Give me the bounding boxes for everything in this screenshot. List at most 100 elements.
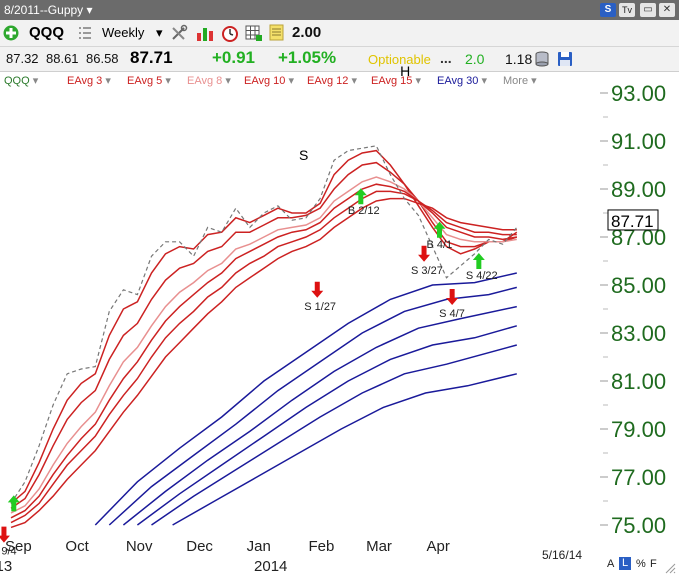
legend-label: More [503, 75, 529, 87]
legend-label: EAvg 10 [244, 75, 286, 87]
short-ema-line [10, 183, 517, 519]
last-price-tag: 87.71 [611, 212, 654, 231]
legend-label: EAvg 3 [67, 75, 103, 87]
bar-chart-icon[interactable] [196, 24, 214, 42]
resize-grip-icon[interactable] [664, 562, 676, 574]
up-arrow-icon [7, 495, 20, 512]
down-arrow-icon [311, 281, 324, 298]
close-button[interactable]: ✕ [659, 3, 675, 17]
tools-icon[interactable] [170, 24, 188, 42]
restore-button[interactable]: ▭ [640, 3, 656, 17]
legend-label: EAvg 8 [187, 75, 223, 87]
dropdown-icon[interactable]: ▾ [165, 75, 171, 87]
period-select[interactable]: Weekly ▾ [102, 25, 163, 41]
chart-annotation: H [400, 63, 410, 79]
price-change-pct: +1.05% [278, 48, 337, 67]
short-ema-line [10, 176, 517, 514]
more-dots[interactable]: ... [440, 50, 452, 66]
x-year-label: 2014 [254, 558, 287, 575]
tv-button[interactable]: Tv [619, 3, 635, 17]
dropdown-icon[interactable]: ▾ [32, 75, 39, 87]
legend-item-more[interactable]: More ▾ [503, 74, 537, 87]
signal-label: B 2/12 [348, 205, 380, 217]
axis-a-button[interactable]: A [607, 558, 615, 570]
symbol-label[interactable]: QQQ [29, 24, 65, 41]
long-ema-line [108, 286, 517, 526]
note-icon[interactable] [269, 24, 285, 42]
title-dropdown-icon[interactable]: ▾ [86, 3, 93, 17]
sell-signal-arrow[interactable]: S 4/7 [439, 289, 465, 320]
s-button[interactable]: S [600, 3, 616, 17]
dropdown-icon[interactable]: ▾ [415, 75, 421, 87]
list-icon[interactable] [79, 26, 91, 40]
x-tick-label: Mar [366, 538, 392, 555]
dropdown-icon[interactable]: ▾ [288, 75, 294, 87]
toolbar: QQQ Weekly ▾ 2.00 [0, 20, 679, 47]
axis-f-button[interactable]: F [650, 558, 657, 570]
short-ema-group [10, 149, 518, 529]
short-ema-line [10, 190, 517, 524]
legend-label: EAvg 12 [307, 75, 349, 87]
sell-signal-arrow[interactable]: S 1/27 [304, 281, 336, 313]
y-tick-label: 91.00 [611, 129, 666, 154]
axis-l-button[interactable]: L [619, 557, 631, 570]
high-price: 88.61 [46, 51, 79, 66]
buy-signal-arrow[interactable]: B 2/12 [348, 188, 380, 217]
dropdown-icon[interactable]: ▾ [351, 75, 357, 87]
buy-signal-arrow[interactable]: B 4/1 [427, 221, 453, 251]
legend-item-eavg15[interactable]: EAvg 15 ▾ [371, 74, 421, 87]
y-tick-label: 77.00 [611, 465, 666, 490]
y-tick-label: 85.00 [611, 273, 666, 298]
legend-item-eavg10[interactable]: EAvg 10 ▾ [244, 74, 294, 87]
legend-item-eavg12[interactable]: EAvg 12 ▾ [307, 74, 357, 87]
toolbar-value: 2.00 [292, 24, 322, 41]
buy-signal-arrow[interactable] [7, 495, 20, 512]
x-tick-label: Oct [65, 538, 89, 555]
dropdown-icon[interactable]: ▾ [105, 75, 111, 87]
legend-item-qqq[interactable]: QQQ ▾ [4, 74, 38, 87]
up-arrow-icon [433, 221, 446, 238]
quote-value-1: 2.0 [465, 51, 485, 67]
long-ema-line [172, 373, 517, 526]
price-line [10, 145, 518, 504]
down-arrow-icon [446, 289, 459, 305]
alarm-clock-icon[interactable] [221, 24, 239, 42]
chart-annotation: S [299, 147, 308, 163]
short-ema-line [10, 149, 518, 504]
x-tick-label: Apr [427, 538, 450, 555]
save-icon[interactable] [557, 51, 573, 67]
indicator-legend: QQQ ▾ EAvg 3 ▾ EAvg 5 ▾ EAvg 8 ▾ EAvg 10… [0, 72, 679, 90]
legend-label: EAvg 5 [127, 75, 163, 87]
dropdown-icon[interactable]: ▾ [225, 75, 231, 87]
dropdown-icon[interactable]: ▾ [481, 75, 487, 87]
sell-signal-arrow[interactable]: S 3/27 [411, 245, 443, 277]
sell-signal-arrow[interactable]: B 9/4 [0, 526, 17, 558]
legend-item-eavg5[interactable]: EAvg 5 ▾ [127, 74, 171, 87]
legend-item-eavg3[interactable]: EAvg 3 ▾ [67, 74, 111, 87]
low-price: 86.58 [86, 51, 119, 66]
optionable-label: Optionable [368, 52, 431, 67]
legend-label: EAvg 15 [371, 75, 413, 87]
dropdown-icon[interactable]: ▾ [531, 75, 537, 87]
window-title-text: 8/2011--Guppy [4, 3, 84, 17]
database-icon[interactable] [534, 51, 550, 67]
period-dropdown-icon[interactable]: ▾ [156, 25, 163, 40]
legend-item-eavg30[interactable]: EAvg 30 ▾ [437, 74, 487, 87]
legend-item-eavg8[interactable]: EAvg 8 ▾ [187, 74, 231, 87]
up-arrow-icon [472, 253, 485, 269]
y-tick-label: 81.00 [611, 369, 666, 394]
window-title-bar: 8/2011--Guppy ▾ S Tv ▭ ✕ [0, 0, 679, 20]
buy-signal-arrow[interactable]: S 4/22 [466, 253, 498, 282]
axis-percent-button[interactable]: % [636, 558, 646, 570]
chart-annotations: SH [299, 63, 410, 163]
y-tick-label: 79.00 [611, 417, 666, 442]
long-ema-group [94, 272, 518, 526]
add-symbol-icon[interactable] [3, 25, 19, 41]
y-tick-label: 83.00 [611, 321, 666, 346]
quote-value-2: 1.18 [505, 51, 533, 67]
price-line-group [10, 145, 518, 504]
grid-add-icon[interactable] [245, 24, 263, 42]
x-tick-label: Sep [5, 538, 32, 555]
window-title[interactable]: 8/2011--Guppy ▾ [4, 3, 93, 17]
